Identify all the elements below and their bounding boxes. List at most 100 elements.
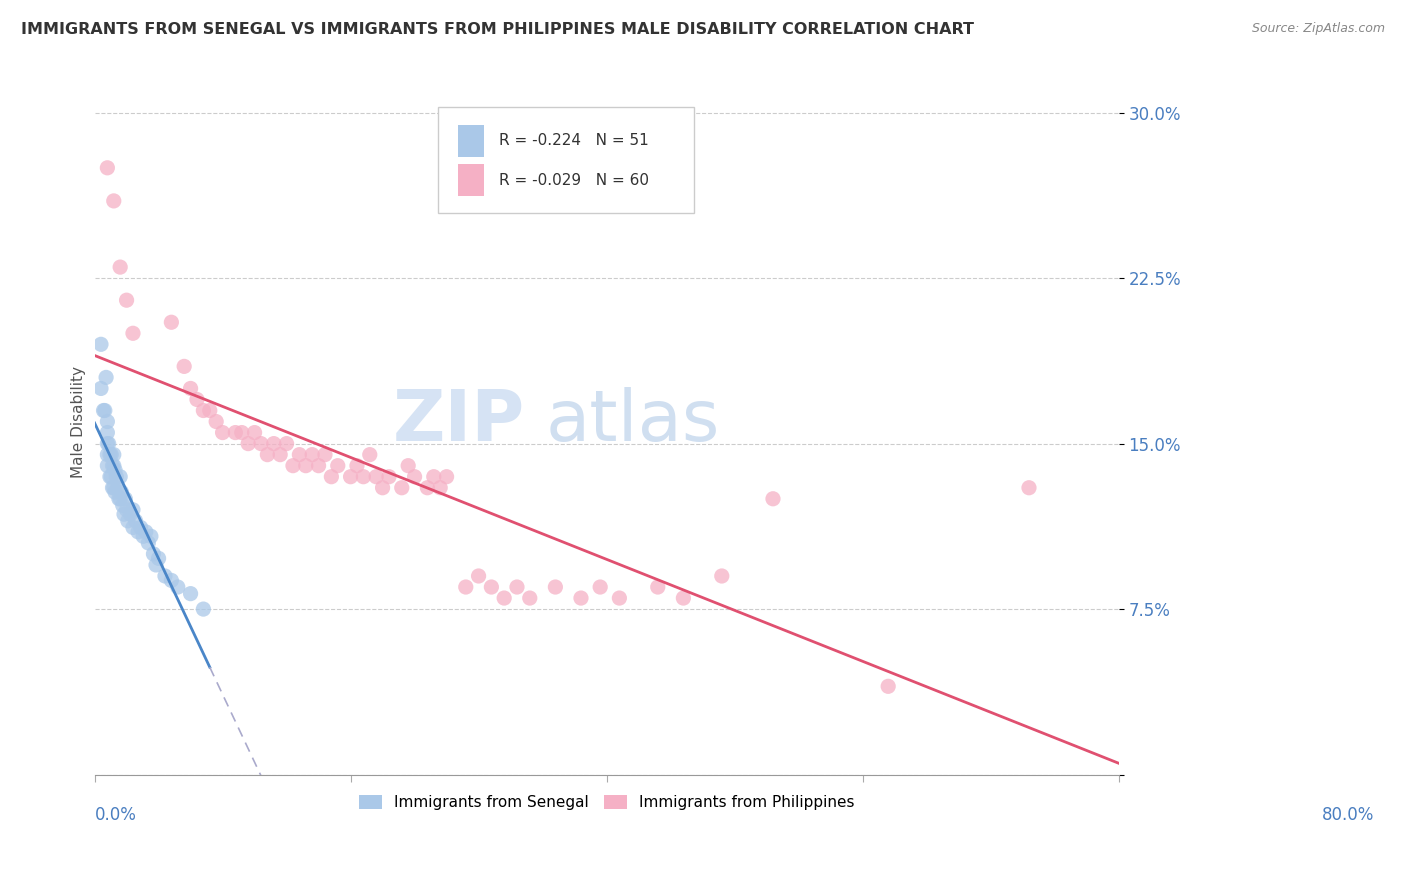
Point [142,547,165,561]
Point [112,507,135,521]
Point [90,381,112,395]
Point [97,436,120,450]
Point [231,425,253,440]
Point [114,491,136,506]
Point [877,679,900,693]
Text: 0.0%: 0.0% [94,806,136,824]
Point [1018,481,1040,495]
Point [211,425,233,440]
Point [122,503,145,517]
Bar [458,125,484,157]
Point [429,481,451,495]
Point [359,448,381,462]
Point [110,485,132,500]
Point [94,370,117,384]
Point [506,580,529,594]
Point [103,194,125,208]
Point [269,448,291,462]
Point [256,448,278,462]
Point [98,469,121,483]
Point [710,569,733,583]
Point [346,458,368,473]
Point [138,536,160,550]
Point [160,574,183,588]
Point [647,580,669,594]
Point [479,580,502,594]
Text: ZIP: ZIP [392,387,524,456]
Point [145,558,167,572]
Point [366,469,388,483]
Point [101,481,124,495]
Point [494,591,516,605]
Point [263,436,285,450]
Text: Source: ZipAtlas.com: Source: ZipAtlas.com [1251,22,1385,36]
Text: R = -0.029   N = 60: R = -0.029 N = 60 [499,172,650,187]
Point [104,463,127,477]
Point [108,260,131,274]
Point [103,481,125,495]
Point [294,458,316,473]
Point [153,569,176,583]
Point [107,481,129,495]
Point [100,448,122,462]
Point [108,491,131,506]
Point [423,469,446,483]
Point [111,499,134,513]
Point [180,587,202,601]
Point [115,503,138,517]
Point [339,469,361,483]
Point [160,315,183,329]
Point [96,415,118,429]
Point [467,569,489,583]
Point [108,469,131,483]
Point [127,524,149,539]
Point [96,448,118,462]
Point [96,161,118,175]
Point [326,458,349,473]
Point [519,591,541,605]
Point [115,293,138,308]
Point [396,458,419,473]
Point [544,580,567,594]
Point [93,403,115,417]
Point [122,326,145,341]
Point [205,415,228,429]
Point [404,469,426,483]
FancyBboxPatch shape [437,107,693,213]
Point [288,448,311,462]
Point [243,425,266,440]
Point [762,491,785,506]
Text: IMMIGRANTS FROM SENEGAL VS IMMIGRANTS FROM PHILIPPINES MALE DISABILITY CORRELATI: IMMIGRANTS FROM SENEGAL VS IMMIGRANTS FR… [21,22,974,37]
Point [122,520,145,534]
Point [352,469,374,483]
Point [166,580,188,594]
Point [117,514,139,528]
Point [120,507,142,521]
Point [454,580,477,594]
Point [132,529,155,543]
Point [371,481,394,495]
Point [314,448,336,462]
Point [148,551,170,566]
Point [193,403,215,417]
Point [416,481,439,495]
Point [101,458,124,473]
Point [238,436,260,450]
Point [276,436,298,450]
Point [135,524,157,539]
Point [96,425,118,440]
Point [321,469,343,483]
Point [672,591,695,605]
Point [124,514,146,528]
Y-axis label: Male Disability: Male Disability [72,366,86,477]
Point [301,448,323,462]
Point [90,337,112,351]
Point [108,491,131,506]
Point [180,381,202,395]
Point [224,425,246,440]
Point [129,520,152,534]
Point [250,436,273,450]
Text: atlas: atlas [546,387,720,456]
Point [589,580,612,594]
Point [308,458,330,473]
